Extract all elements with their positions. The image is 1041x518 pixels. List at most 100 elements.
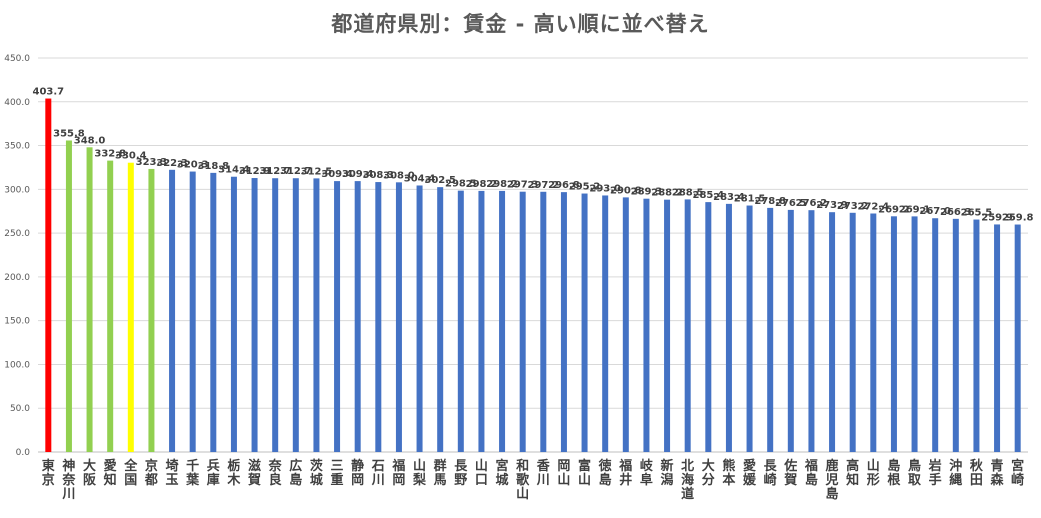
x-tick-label: 福井 [618, 458, 632, 488]
bar [148, 168, 155, 452]
bar [107, 160, 114, 452]
data-label: 308.3 [362, 170, 394, 181]
bar [45, 98, 52, 453]
bar [540, 191, 547, 452]
x-tick-label: 島根 [887, 458, 901, 488]
data-label: 298.5 [445, 179, 477, 190]
x-tick-label: 新潟 [661, 458, 674, 488]
bar [911, 216, 918, 452]
data-label: 312.5 [301, 166, 333, 177]
bar [973, 219, 980, 452]
bar [354, 181, 361, 453]
data-label: 309.4 [342, 169, 374, 180]
x-tick-label: 鳥取 [908, 458, 922, 488]
data-label: 273.2 [837, 201, 869, 212]
data-label: 259.8 [1002, 213, 1034, 224]
bar [602, 195, 609, 452]
x-tick-label: 神奈川 [61, 458, 76, 502]
bar [932, 218, 939, 452]
bar [684, 199, 691, 452]
bar [251, 178, 258, 452]
x-tick-label: 石川 [371, 459, 385, 488]
x-tick-label: 高知 [846, 458, 859, 488]
x-tick-label: 沖縄 [949, 458, 962, 488]
data-label: 276.2 [796, 198, 828, 209]
bar [230, 176, 237, 452]
x-tick-label: 大分 [702, 458, 715, 488]
x-tick-label: 山梨 [412, 458, 427, 488]
data-label: 332.8 [94, 149, 126, 160]
x-tick-label: 福島 [804, 458, 818, 488]
x-tick-label: 熊本 [722, 458, 735, 488]
bar [478, 190, 485, 452]
bar [787, 209, 794, 452]
data-label: 322.3 [156, 158, 188, 169]
data-label: 285.4 [692, 190, 724, 201]
x-tick-label: 大阪 [83, 458, 97, 488]
x-tick-label: 千葉 [185, 458, 200, 488]
data-label: 312.7 [280, 166, 312, 177]
y-tick-label: 50.0 [10, 404, 30, 414]
data-label: 298.2 [466, 179, 498, 190]
data-label: 298.2 [486, 179, 518, 190]
bar [849, 212, 856, 452]
bar [890, 216, 897, 452]
bar [169, 169, 176, 452]
y-tick-label: 400.0 [4, 98, 30, 108]
data-label: 304.4 [404, 173, 436, 184]
bar [705, 202, 712, 452]
data-label: 266.3 [940, 207, 972, 218]
bar [189, 171, 196, 452]
data-label: 265.5 [961, 208, 993, 219]
bar [622, 197, 629, 452]
data-label: 320.3 [177, 160, 209, 171]
bar [1014, 224, 1021, 452]
x-tick-label: 兵庫 [207, 458, 220, 488]
data-label: 323.3 [136, 157, 168, 168]
x-tick-label: 東京 [42, 458, 55, 488]
x-tick-label: 京都 [144, 458, 158, 488]
y-tick-label: 350.0 [4, 142, 30, 152]
data-label: 297.3 [507, 180, 539, 191]
x-tick-label: 長崎 [764, 459, 778, 488]
data-label: 302.5 [424, 175, 456, 186]
x-tick-label: 山口 [475, 458, 488, 488]
data-label: 288.5 [672, 187, 704, 198]
data-label: 355.8 [53, 128, 85, 139]
bar [313, 178, 320, 452]
data-label: 288.2 [651, 188, 683, 199]
data-label: 308.0 [383, 170, 415, 181]
data-label: 269.1 [899, 204, 931, 215]
chart-title: 都道府県別：賃金 - 高い順に並べ替え [331, 12, 710, 36]
x-tick-label: 宮崎 [1011, 458, 1024, 488]
data-label: 295.2 [569, 182, 601, 193]
data-label: 276.5 [775, 198, 807, 209]
bar [808, 210, 815, 452]
data-label: 273.9 [816, 200, 848, 211]
x-tick-label: 宮城 [496, 458, 509, 488]
bar [829, 212, 836, 452]
bar [272, 178, 279, 452]
x-tick-label: 富山 [578, 458, 591, 488]
data-label: 312.7 [259, 166, 291, 177]
x-tick-label: 埼玉 [166, 458, 179, 488]
x-tick-label: 愛知 [104, 458, 117, 488]
bar [519, 191, 526, 452]
x-tick-label: 岩手 [928, 458, 942, 488]
bar [994, 224, 1001, 452]
x-tick-label: 青森 [991, 458, 1005, 488]
x-tick-label: 徳島 [598, 458, 612, 488]
x-tick-label: 和歌山 [516, 458, 530, 502]
bar [643, 198, 650, 452]
x-tick-label: 秋田 [970, 458, 984, 488]
x-tick-label: 長野 [454, 459, 468, 488]
x-tick-label: 岐阜 [640, 458, 654, 488]
data-label: 348.0 [74, 135, 106, 146]
data-label: 314.4 [218, 165, 250, 176]
x-tick-label: 栃木 [226, 458, 241, 488]
bar [375, 182, 382, 452]
data-label: 267.0 [919, 206, 951, 217]
bar [65, 140, 72, 452]
x-tick-label: 奈良 [268, 458, 283, 488]
